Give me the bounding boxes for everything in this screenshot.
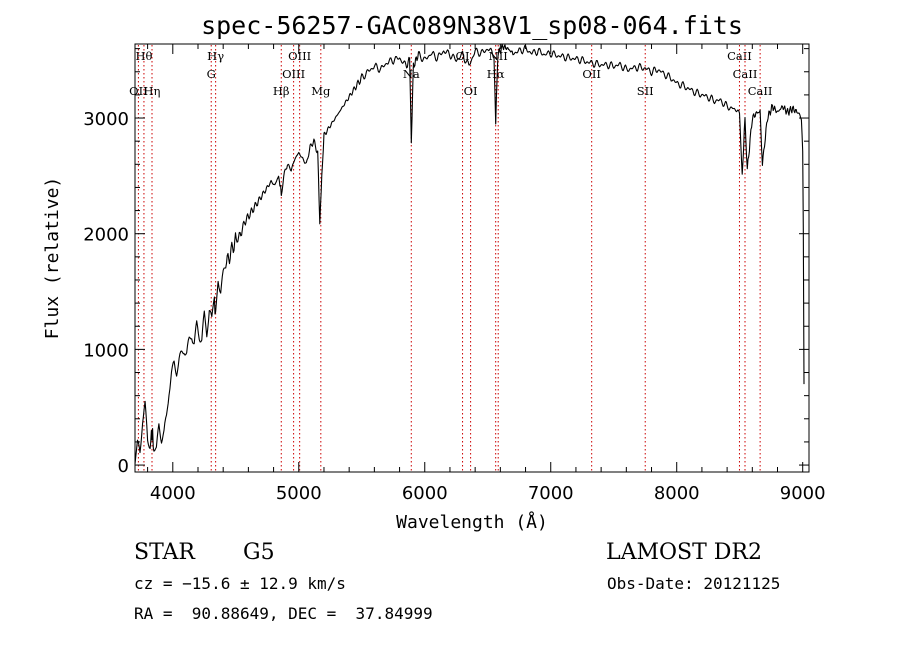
line-label-11: OI <box>464 84 478 98</box>
line-label-12: Hα <box>487 67 505 81</box>
y-tick-label-2: 2000 <box>83 225 129 246</box>
spectrum-line <box>134 43 805 465</box>
line-label-17: CaII <box>733 67 758 81</box>
line-label-0: Hθ <box>135 49 152 63</box>
line-label-9: Na <box>403 67 420 81</box>
spectral-line-markers: HθHηOIIHγGHβOIIIOIIIMgNaOIOIHαNIIOIISIIC… <box>129 45 772 471</box>
survey-name: LAMOST DR2 <box>606 540 762 565</box>
spectrum-series <box>134 43 805 465</box>
x-tick-label-5: 9000 <box>780 483 826 504</box>
x-tick-label-1: 5000 <box>276 483 322 504</box>
obs-date: Obs-Date: 20121125 <box>607 574 781 593</box>
redshift-text: cz = −15.6 ± 12.9 km/s <box>134 574 346 593</box>
line-label-7: OIII <box>288 49 311 63</box>
line-label-15: SII <box>637 84 654 98</box>
x-tick-label-4: 8000 <box>654 483 700 504</box>
object-subclass: G5 <box>243 540 275 565</box>
line-label-5: Hβ <box>273 84 290 98</box>
axis-ticks: 4000 5000 6000 7000 8000 9000 0 1000 2000 3000 <box>83 44 826 504</box>
plot-frame <box>134 43 810 473</box>
y-axis-label: Flux (relative) <box>42 177 63 340</box>
line-label-1: Hη <box>144 84 161 98</box>
object-class: STAR <box>134 540 195 565</box>
y-tick-label-3: 3000 <box>83 109 129 130</box>
y-tick-label-1: 1000 <box>83 340 129 361</box>
coordinates-text: RA = 90.88649, DEC = 37.84999 <box>134 604 433 623</box>
x-tick-label-3: 7000 <box>528 483 574 504</box>
chart-title: spec-56257-GAC089N38V1_sp08-064.fits <box>201 11 743 40</box>
line-label-18: CaII <box>748 84 773 98</box>
line-label-10: OI <box>456 49 470 63</box>
line-label-16: CaII <box>727 49 752 63</box>
line-label-4: G <box>207 67 216 81</box>
line-label-3: Hγ <box>207 49 224 63</box>
x-axis-label: Wavelength (Å) <box>396 511 548 533</box>
line-label-8: Mg <box>311 84 331 98</box>
line-label-2: OII <box>129 84 148 98</box>
x-tick-label-0: 4000 <box>150 483 196 504</box>
line-label-14: OII <box>582 67 601 81</box>
line-label-6: OIII <box>282 67 305 81</box>
x-tick-label-2: 6000 <box>402 483 448 504</box>
y-tick-label-0: 0 <box>118 456 129 477</box>
